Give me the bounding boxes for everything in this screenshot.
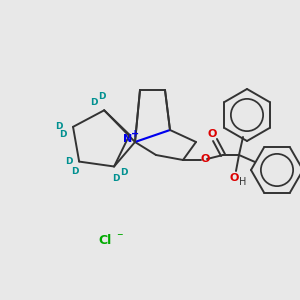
Text: O: O [207,129,217,139]
Text: D: D [112,174,120,183]
Text: D: D [59,130,67,139]
Text: ⁻: ⁻ [116,232,122,244]
Text: O: O [200,154,210,164]
Text: O: O [229,173,239,183]
Text: +: + [131,129,139,139]
Text: D: D [55,122,63,131]
Text: D: D [90,98,98,107]
Text: N: N [123,134,133,144]
Text: H: H [239,177,247,187]
Text: D: D [65,157,73,166]
Text: D: D [71,167,79,176]
Text: D: D [120,168,128,177]
Text: Cl: Cl [98,233,112,247]
Text: D: D [98,92,106,101]
